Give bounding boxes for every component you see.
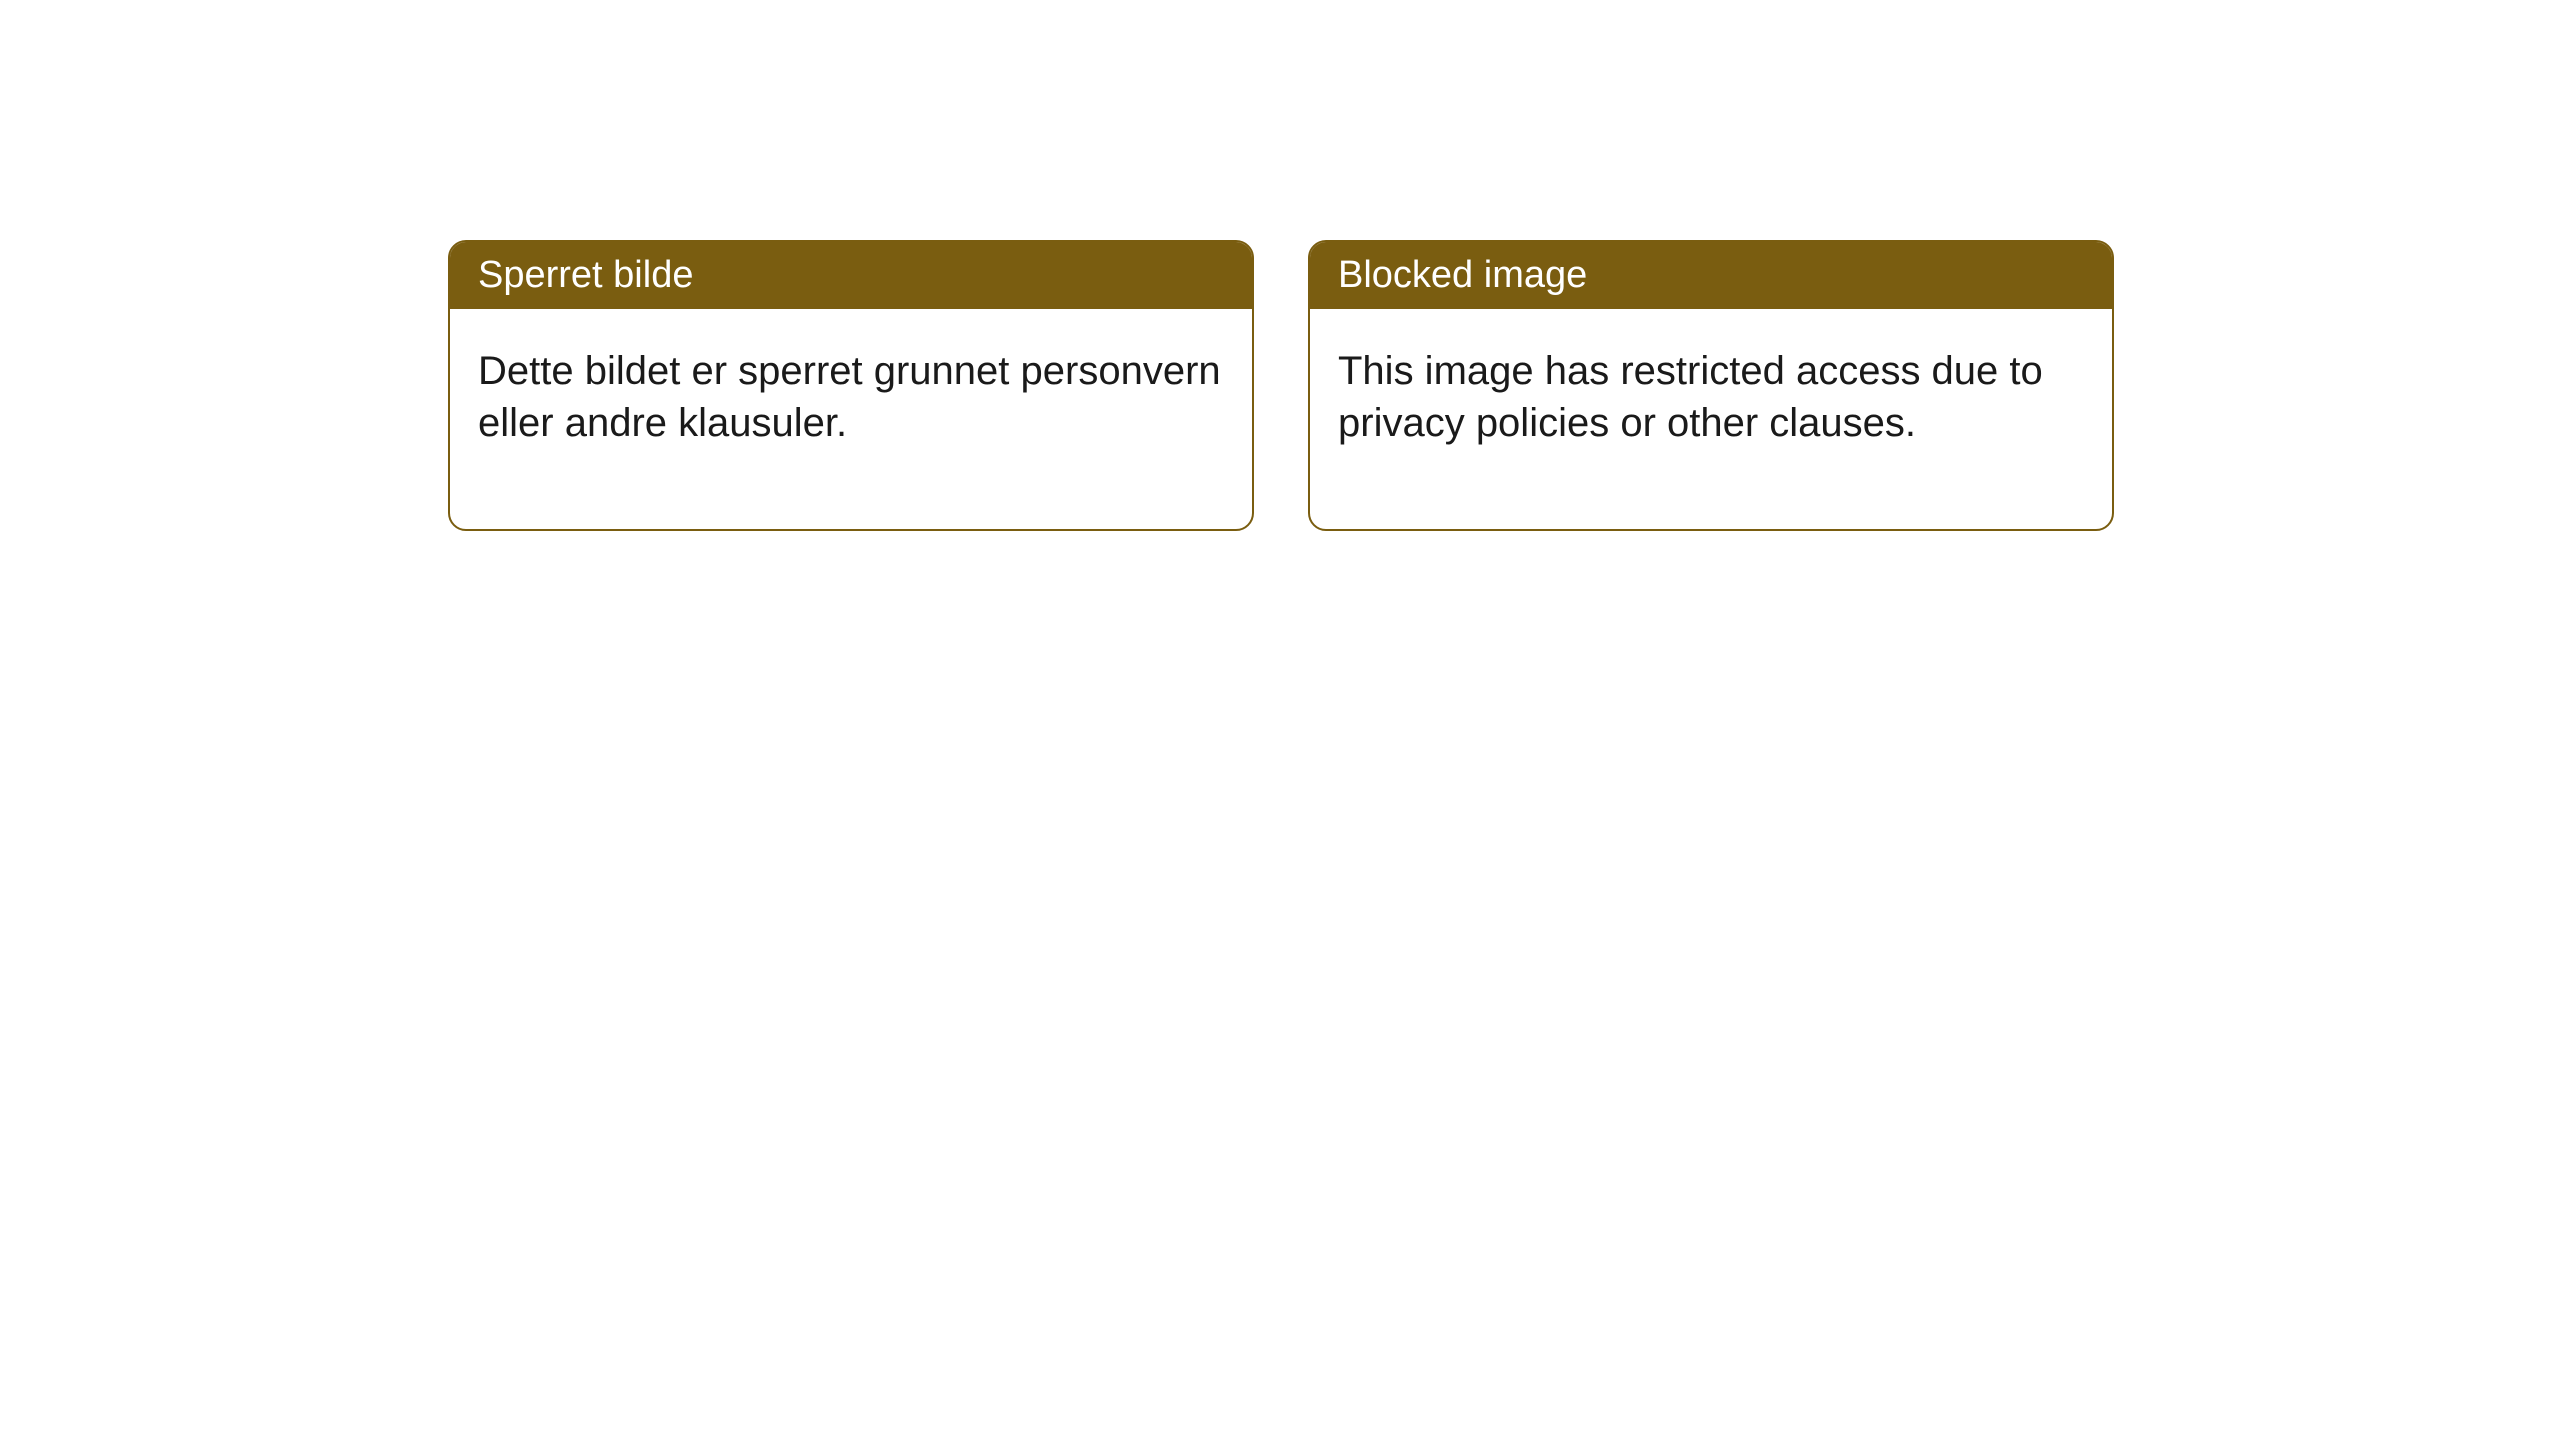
blocked-image-card-en: Blocked image This image has restricted …: [1308, 240, 2114, 531]
card-body-en: This image has restricted access due to …: [1310, 309, 2112, 529]
card-title-en: Blocked image: [1338, 254, 1587, 296]
card-message-no: Dette bildet er sperret grunnet personve…: [478, 349, 1221, 445]
card-message-en: This image has restricted access due to …: [1338, 349, 2043, 445]
card-title-no: Sperret bilde: [478, 254, 693, 296]
blocked-image-cards: Sperret bilde Dette bildet er sperret gr…: [448, 240, 2560, 531]
blocked-image-card-no: Sperret bilde Dette bildet er sperret gr…: [448, 240, 1254, 531]
card-body-no: Dette bildet er sperret grunnet personve…: [450, 309, 1252, 529]
card-header-no: Sperret bilde: [450, 242, 1252, 309]
card-header-en: Blocked image: [1310, 242, 2112, 309]
